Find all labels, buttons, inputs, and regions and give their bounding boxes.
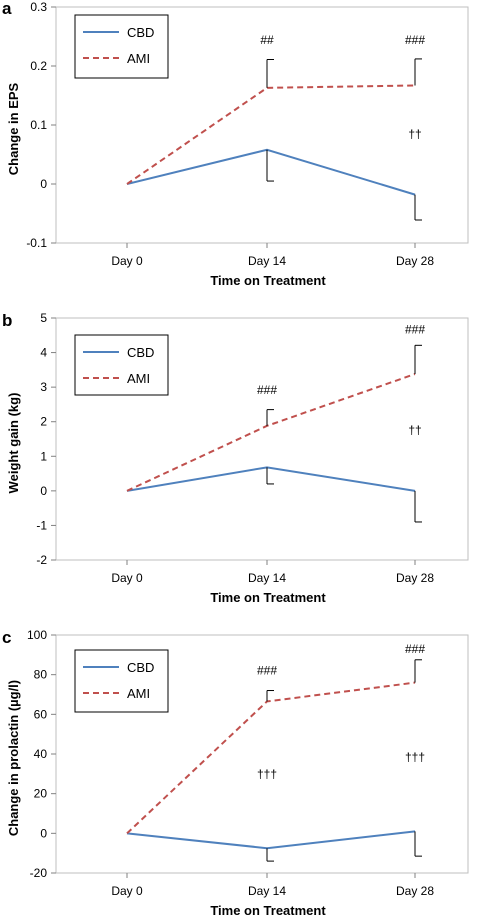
y-tick-label: 0 [40, 484, 47, 498]
significance-marker: ### [405, 642, 425, 656]
y-tick-label: 4 [40, 346, 47, 360]
legend-box [74, 334, 169, 396]
y-axis-title: Change in EPS [6, 82, 21, 175]
x-tick-label: Day 28 [396, 254, 434, 268]
panel-letter: b [2, 311, 12, 330]
x-tick-label: Day 14 [248, 884, 286, 898]
series-line-ami [126, 84, 416, 185]
y-tick-label: -1 [36, 518, 47, 532]
y-tick-label: 0 [40, 177, 47, 191]
y-tick-label: -20 [30, 866, 48, 880]
y-tick-label: 0.2 [30, 59, 47, 73]
y-tick-label: 20 [34, 787, 48, 801]
x-axis-title: Time on Treatment [210, 903, 326, 917]
x-tick-label: Day 0 [111, 884, 143, 898]
plot-frame [55, 317, 469, 561]
x-axis-title: Time on Treatment [210, 590, 326, 605]
chart-panel-b: b -2 -1 0 1 2 3 4 5 Day 0 Day 14 Day 28 Time on Trea… [2, 311, 469, 605]
legend-label-cbd: CBD [127, 345, 154, 360]
series-line-cbd [126, 148, 416, 196]
y-axis-title: Weight gain (kg) [6, 393, 21, 494]
panel-letter: c [2, 628, 11, 647]
x-tick-label: Day 14 [248, 571, 286, 585]
chart-panel-a: a -0.1 0 0.1 0.2 0.3 Day 0 Day 14 Day 28 Time on … [2, 0, 469, 288]
significance-marker: †† [408, 423, 421, 437]
y-tick-label: 0 [40, 826, 47, 840]
legend-label-ami: AMI [127, 686, 150, 701]
y-axis-title: Change in prolactin (µg/l) [6, 680, 21, 836]
y-tick-label: 100 [27, 628, 47, 642]
y-tick-label: 40 [34, 747, 48, 761]
y-tick-label: 5 [40, 311, 47, 325]
x-tick-label: Day 0 [111, 571, 143, 585]
significance-marker: ## [260, 33, 274, 47]
series-line-cbd [126, 830, 416, 850]
legend-box [74, 14, 169, 79]
x-tick-label: Day 28 [396, 571, 434, 585]
x-tick-label: Day 28 [396, 884, 434, 898]
series-line-cbd [126, 466, 416, 492]
y-tick-label: -2 [36, 553, 47, 567]
series-line-ami [126, 681, 416, 835]
significance-marker: ### [405, 323, 425, 337]
y-tick-label: -0.1 [26, 236, 47, 250]
legend-label-ami: AMI [127, 371, 150, 386]
legend-box [74, 649, 169, 713]
legend-label-ami: AMI [127, 51, 150, 66]
significance-marker: ### [257, 664, 277, 678]
y-tick-label: 2 [40, 415, 47, 429]
significance-marker: ††† [257, 767, 277, 781]
significance-marker: ### [405, 33, 425, 47]
y-tick-label: 60 [34, 707, 48, 721]
y-tick-label: 0.1 [30, 118, 47, 132]
legend-label-cbd: CBD [127, 25, 154, 40]
significance-marker: ### [257, 383, 277, 397]
significance-marker: †† [408, 127, 421, 141]
x-tick-label: Day 14 [248, 254, 286, 268]
legend-label-cbd: CBD [127, 660, 154, 675]
chart-panel-c: c -20 0 20 40 60 80 100 Day 0 Day 14 Day 28 Time on… [2, 628, 469, 917]
y-tick-label: 0.3 [30, 0, 47, 14]
x-axis-title: Time on Treatment [210, 273, 326, 288]
x-tick-label: Day 0 [111, 254, 143, 268]
y-tick-label: 80 [34, 668, 48, 682]
y-tick-label: 1 [40, 449, 47, 463]
significance-marker: ††† [405, 750, 425, 764]
panel-letter: a [2, 0, 12, 18]
y-tick-label: 3 [40, 380, 47, 394]
